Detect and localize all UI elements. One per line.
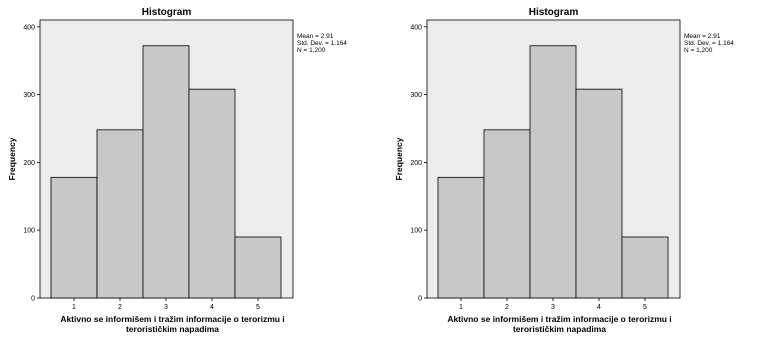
chart-title: Histogram	[142, 7, 192, 18]
x-tick-label: 5	[643, 304, 647, 311]
histogram-bar	[142, 45, 190, 299]
histogram-bar	[437, 176, 485, 299]
x-tick-label: 3	[551, 304, 555, 311]
stats-text: N = 1,200	[684, 47, 713, 54]
y-tick-label: 400	[410, 24, 422, 31]
histogram-bar	[483, 129, 531, 299]
stats-text: Std. Dev. = 1.164	[297, 40, 347, 47]
y-tick-label: 200	[23, 160, 35, 167]
x-axis-label: Aktivno se informišem i tražim informaci…	[60, 314, 284, 324]
histogram-bar	[50, 176, 98, 299]
y-tick-label: 300	[23, 92, 35, 99]
y-axis-label: Frequency	[7, 137, 17, 180]
x-axis-label: terorističkim napadima	[126, 324, 219, 334]
stats-text: Std. Dev. = 1.164	[684, 40, 734, 47]
stats-text: N = 1,200	[297, 47, 326, 54]
x-tick-label: 4	[597, 304, 601, 311]
chart-title: Histogram	[529, 7, 579, 18]
histogram-bar	[234, 236, 282, 299]
x-tick-label: 2	[118, 304, 122, 311]
histogram-chart-right: Histogram 1 2 3 4 5 0 100 200 300 400 Frequency Akti…	[387, 0, 773, 342]
histogram-bar	[96, 129, 144, 299]
x-tick-label: 3	[164, 304, 168, 311]
x-tick-label: 2	[505, 304, 509, 311]
x-tick-label: 1	[72, 304, 76, 311]
histogram-bar	[188, 88, 236, 299]
histogram-svg-left: Histogram 1 2 3 4 5 0 100 200 300 400 Frequency Akti…	[7, 7, 347, 334]
y-tick-label: 400	[23, 24, 35, 31]
y-tick-label: 0	[418, 296, 422, 303]
histogram-chart-left: Histogram 1 2 3 4 5 0 100 200 300 400 Frequency Akti…	[0, 0, 386, 342]
x-tick-label: 5	[256, 304, 260, 311]
stats-text: Mean = 2.91	[684, 33, 721, 40]
histogram-bar	[529, 45, 577, 299]
x-axis-label: terorističkim napadima	[513, 324, 606, 334]
x-tick-label: 4	[210, 304, 214, 311]
y-tick-label: 100	[410, 228, 422, 235]
y-tick-label: 0	[31, 296, 35, 303]
y-tick-label: 200	[410, 160, 422, 167]
histogram-bar	[621, 236, 669, 299]
y-tick-label: 100	[23, 228, 35, 235]
histogram-bar	[575, 88, 623, 299]
x-axis-label: Aktivno se informišem i tražim informaci…	[447, 314, 671, 324]
x-tick-label: 1	[459, 304, 463, 311]
stats-text: Mean = 2.91	[297, 33, 334, 40]
histogram-svg-right: Histogram 1 2 3 4 5 0 100 200 300 400 Frequency Akti…	[394, 7, 734, 334]
y-axis-label: Frequency	[394, 137, 404, 180]
y-tick-label: 300	[410, 92, 422, 99]
